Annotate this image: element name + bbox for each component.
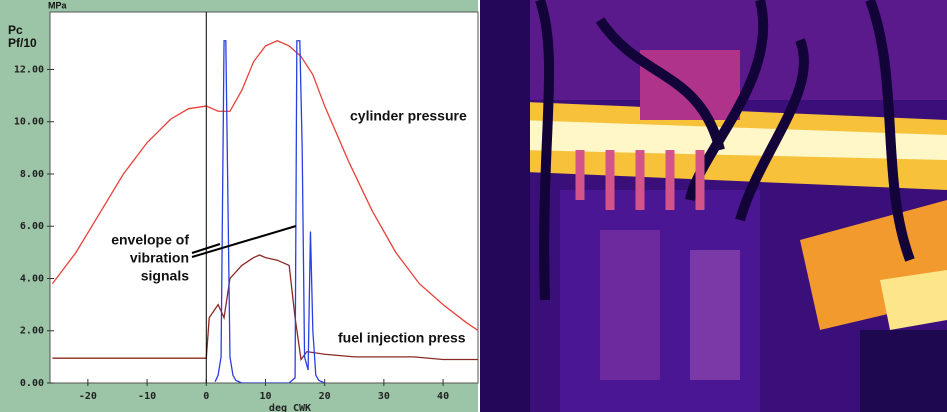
page: {"chart_data": { "type": "line", "y_labe… bbox=[0, 0, 947, 412]
x-tick-label: -20 bbox=[79, 391, 97, 402]
y-tick-label: 4.00 bbox=[20, 273, 44, 284]
y-unit: MPa bbox=[48, 0, 68, 10]
x-tick-label: 0 bbox=[203, 391, 209, 402]
annotation: fuel injection press bbox=[338, 330, 466, 346]
thermal-image bbox=[480, 0, 947, 412]
y-label: Pc bbox=[8, 23, 23, 37]
x-tick-label: 40 bbox=[437, 391, 449, 402]
y-label: Pf/10 bbox=[8, 36, 37, 50]
plot-area bbox=[50, 12, 478, 383]
annotation: envelope of bbox=[111, 232, 189, 248]
annotation: cylinder pressure bbox=[350, 108, 467, 124]
figure: 0.00 2.00 4.00 6.00 8.00 10.00 12.00 -20 -10 0 10 2… bbox=[0, 0, 947, 412]
x-tick-label: 10 bbox=[259, 391, 271, 402]
x-tick-label: 30 bbox=[378, 391, 390, 402]
annotation: vibration bbox=[130, 250, 189, 266]
x-tick-label: 20 bbox=[319, 391, 331, 402]
y-tick-label: 2.00 bbox=[20, 326, 44, 337]
y-tick-label: 8.00 bbox=[20, 169, 44, 180]
annotation: signals bbox=[141, 268, 189, 284]
y-tick-label: 12.00 bbox=[14, 64, 44, 75]
y-tick-label: 0.00 bbox=[20, 378, 44, 389]
y-tick-label: 6.00 bbox=[20, 221, 44, 232]
x-label: deg CWK bbox=[269, 403, 311, 412]
y-tick-label: 10.00 bbox=[14, 117, 44, 128]
x-tick-label: -10 bbox=[138, 391, 156, 402]
